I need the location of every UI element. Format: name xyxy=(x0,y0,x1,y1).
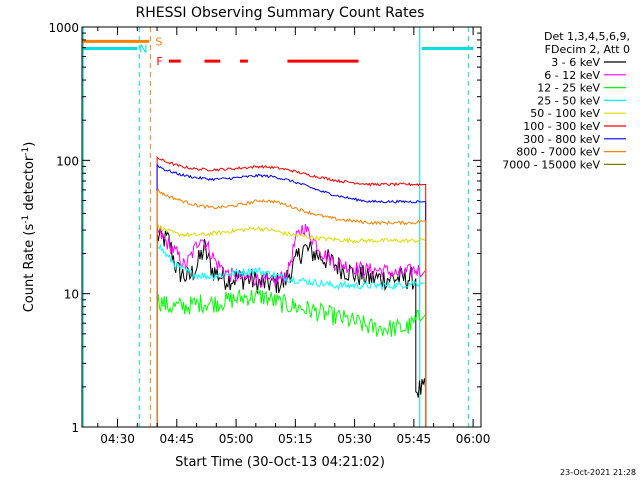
series-line xyxy=(156,243,427,427)
y-tick-label: 10 xyxy=(64,288,79,302)
header-line: Det 1,3,4,5,6,9, xyxy=(544,30,630,43)
series-line xyxy=(156,223,427,427)
legend-label: 7000 - 15000 keV xyxy=(502,158,600,171)
y-tick-label: 1 xyxy=(71,421,79,435)
x-tick-label: 05:30 xyxy=(337,432,372,446)
x-tick-label: 04:30 xyxy=(100,432,135,446)
vertical-markers xyxy=(82,27,469,427)
y-axis-label: Count Rate (s-1 detector-1) xyxy=(21,142,37,313)
legend-label: 6 - 12 keV xyxy=(544,69,600,82)
legend-label: 50 - 100 keV xyxy=(530,107,600,120)
series-line xyxy=(156,188,427,427)
x-tick-label: 06:00 xyxy=(456,432,491,446)
series-line xyxy=(156,225,427,427)
legend-label: 100 - 300 keV xyxy=(523,120,600,133)
series-line xyxy=(156,223,427,427)
plot-frame xyxy=(81,26,482,428)
series-line xyxy=(156,163,427,427)
footer-date: 23-Oct-2021 21:28 xyxy=(560,468,636,477)
flag-label: S xyxy=(155,35,162,48)
legend-label: 800 - 7000 keV xyxy=(516,146,600,159)
header-line: FDecim 2, Att 0 xyxy=(545,43,630,56)
series-line xyxy=(156,288,427,427)
chart-title: RHESSI Observing Summary Count Rates xyxy=(136,5,425,21)
y-tick-label: 100 xyxy=(56,154,79,168)
x-axis-label: Start Time (30-Oct-13 04:21:02) xyxy=(175,455,385,470)
x-tick-label: 05:00 xyxy=(219,432,254,446)
x-tick-label: 05:15 xyxy=(278,432,313,446)
series-lines xyxy=(156,156,427,427)
y-tick-label: 1000 xyxy=(48,21,79,35)
series-line xyxy=(156,156,427,427)
x-tick-label: 05:45 xyxy=(397,432,432,446)
legend-label: 300 - 800 keV xyxy=(523,133,600,146)
legend-label: 12 - 25 keV xyxy=(537,82,600,95)
legend-label: 25 - 50 keV xyxy=(537,94,600,107)
detector-info: Det 1,3,4,5,6,9,FDecim 2, Att 0 xyxy=(544,30,630,56)
legend-label: 3 - 6 keV xyxy=(551,56,600,69)
x-tick-label: 04:45 xyxy=(160,432,195,446)
plot-area: SNF xyxy=(82,27,474,427)
flag-label: F xyxy=(156,55,162,68)
axis-ticks: 1 10 100 1000 04:30 04:45 05:00 05:15 05:30 05:45… xyxy=(48,21,490,446)
flag-label: N xyxy=(139,42,147,55)
flag-bars: SNF xyxy=(82,35,474,68)
